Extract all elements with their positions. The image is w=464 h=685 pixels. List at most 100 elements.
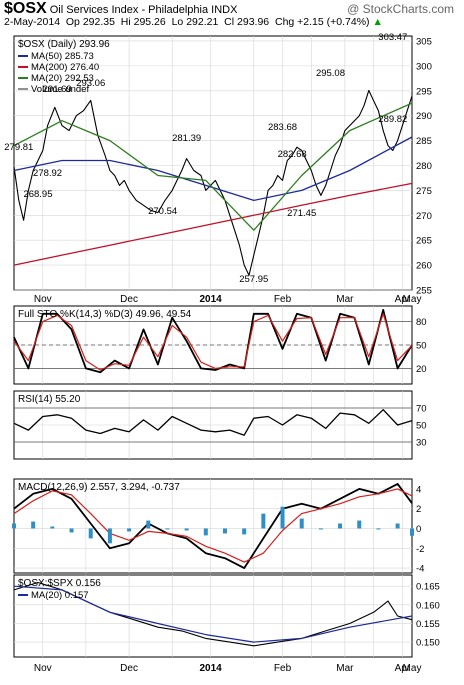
macd-histogram-bar: [376, 528, 381, 530]
y-tick-label: 295: [416, 86, 432, 97]
close-value: 293.96: [237, 16, 270, 28]
series-line-signal: [13, 488, 413, 563]
macd-histogram-bar: [203, 528, 208, 536]
panel-3: 30 50 70 RSI(14) 55.20: [13, 390, 427, 460]
panel-5: 0.150 0.155 0.160 0.165 $OSX:$SPX 0.156MA(20…: [13, 574, 440, 658]
panel-border: [13, 478, 413, 574]
y-tick-label: 280: [416, 161, 432, 172]
panel-title: $OSX (Daily) 293.96: [18, 39, 110, 50]
y-tick-label: -4: [416, 564, 424, 575]
y-tick-label: 0: [416, 524, 421, 535]
panel-border: [13, 35, 413, 291]
panel-title: MACD(12,26,9) 2.557, 3.294, -0.737: [18, 482, 180, 493]
index-name: Oil Services Index - Philadelphia INDX: [49, 4, 238, 16]
macd-histogram-bar: [165, 528, 170, 530]
y-tick-label: 265: [416, 236, 432, 247]
panel-1: 255 260 265 270 275 280 285 290 295 300 305 $OSX (D…: [13, 35, 432, 297]
macd-histogram-bar: [107, 528, 112, 544]
y-tick-label: 50: [416, 341, 427, 352]
x-axis-label: Feb: [274, 294, 292, 305]
up-arrow-icon: ▲: [372, 16, 383, 28]
y-tick-label: 260: [416, 261, 432, 272]
legend-entry: MA(20) 292.53: [31, 73, 94, 84]
series-line--k: [13, 308, 413, 374]
price-annotation: 257.95: [239, 274, 268, 285]
price-annotation: 291.69: [43, 84, 72, 95]
panel-title: Full STO %K(14,3) %D(3) 49.96, 49.54: [18, 309, 192, 320]
y-tick-label: -2: [416, 544, 424, 555]
y-tick-label: 0.160: [416, 600, 440, 611]
series-line-ma-200-: [13, 182, 413, 266]
price-annotation: 295.08: [316, 68, 345, 79]
legend-entry: MA(50) 285.73: [31, 51, 94, 62]
x-axis-label: Dec: [120, 663, 138, 674]
high-value: 295.26: [133, 16, 166, 28]
macd-histogram-bar: [31, 521, 36, 529]
y-tick-label: 270: [416, 211, 432, 222]
series-line--d: [13, 313, 413, 371]
price-annotation: 289.82: [378, 114, 407, 125]
legend-entry: MA(200) 276.40: [31, 62, 99, 73]
x-axis-label: 2014: [199, 663, 222, 674]
series-line-rsi: [13, 409, 413, 436]
y-tick-label: 2: [416, 504, 421, 515]
series-line--osx: [13, 89, 413, 276]
price-annotation: 279.81: [4, 142, 33, 153]
x-axis-label: 2014: [199, 294, 222, 305]
x-axis-label: Nov: [34, 663, 52, 674]
y-tick-label: 275: [416, 186, 432, 197]
y-tick-label: 80: [416, 317, 427, 328]
macd-histogram-bar: [146, 520, 151, 529]
open-value: 292.35: [82, 16, 115, 28]
price-annotation: 281.39: [172, 133, 201, 144]
low-value: 292.21: [186, 16, 219, 28]
x-axis-label: May: [403, 294, 422, 305]
symbol: $OSX: [4, 0, 47, 17]
x-axis-label: Apr: [395, 663, 411, 674]
macd-histogram-bar: [395, 523, 400, 529]
x-axis-label: May: [403, 663, 422, 674]
y-tick-label: 290: [416, 111, 432, 122]
price-annotation: 293.06: [76, 78, 105, 89]
y-tick-label: 300: [416, 61, 432, 72]
y-tick-label: 285: [416, 136, 432, 147]
macd-histogram-bar: [222, 528, 227, 534]
high-label: Hi: [120, 16, 131, 28]
price-annotation: 278.92: [33, 168, 62, 179]
title-line: $OSX Oil Services Index - Philadelphia I…: [4, 0, 237, 18]
watermark: @ StockCharts.com: [347, 2, 454, 16]
y-tick-label: 30: [416, 438, 427, 449]
panel-title: RSI(14) 55.20: [18, 394, 81, 405]
price-annotation: 283.68: [268, 122, 297, 133]
macd-histogram-bar: [318, 528, 323, 530]
macd-histogram-bar: [357, 520, 362, 529]
macd-histogram-bar: [50, 526, 55, 529]
legend-entry: MA(20) 0.157: [31, 590, 89, 601]
quote-line: 2-May-2014 Op 292.35 Hi 295.26 Lo 292.21…: [4, 16, 383, 28]
legend-entry: Volume undef: [31, 84, 89, 95]
panel-title: $OSX:$SPX 0.156: [18, 578, 101, 589]
x-axis-label: Feb: [274, 663, 292, 674]
panel-border: [13, 574, 413, 658]
x-axis-label: Mar: [336, 294, 354, 305]
y-tick-label: 70: [416, 404, 427, 415]
x-axis-label: Nov: [34, 294, 52, 305]
y-tick-label: 0.165: [416, 582, 440, 593]
macd-histogram-bar: [242, 528, 247, 535]
y-tick-label: 0.150: [416, 638, 440, 649]
macd-histogram-bar: [127, 528, 132, 532]
x-axis-label: Dec: [120, 294, 138, 305]
x-axis-label: Apr: [395, 294, 411, 305]
macd-histogram-bar: [88, 528, 93, 539]
series-line-ma-50-: [13, 136, 413, 202]
y-tick-label: 305: [416, 36, 432, 47]
macd-histogram-bar: [299, 518, 304, 529]
quote-date: 2-May-2014: [4, 16, 61, 28]
open-label: Op: [65, 16, 80, 28]
series-line-macd: [13, 482, 413, 569]
y-tick-label: 0.155: [416, 619, 440, 630]
series-line-ma-20-: [13, 585, 413, 643]
series-line-ma-20-: [13, 102, 413, 231]
macd-histogram-bar: [12, 523, 16, 529]
